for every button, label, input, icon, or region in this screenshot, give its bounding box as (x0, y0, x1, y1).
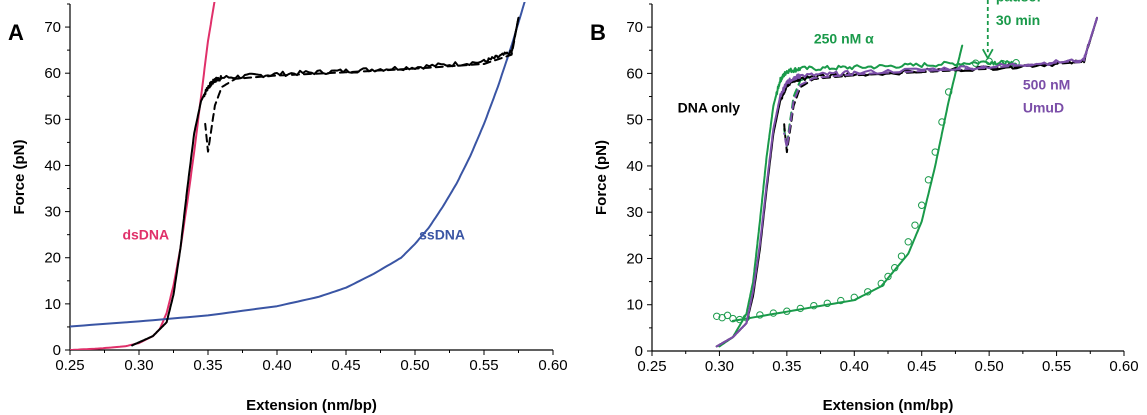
p2-series-4-line (715, 16, 1098, 348)
p2-series-3-point (931, 148, 939, 156)
p2-annotation-4: UmuD (1023, 100, 1064, 116)
p2-annotation-0: 250 nM α (814, 30, 874, 46)
p2-series-3-point (783, 307, 791, 315)
p2-series-3-point (877, 279, 885, 288)
p2-series-3-point (918, 201, 926, 209)
p2-series-3-point (891, 264, 899, 272)
p2-series-3-point (850, 293, 858, 302)
p2-series-3-point (971, 59, 980, 67)
p1-series-0-line (70, 2, 216, 350)
p1-x-tick-label: 0.30 (124, 357, 153, 374)
p2-panel-label: B (590, 20, 606, 45)
p2-x-tick-label: 0.60 (1109, 358, 1138, 375)
p2-x-tick-label: 0.35 (772, 358, 801, 375)
p2-series-3-point (911, 221, 919, 229)
p2-series-3-point (944, 88, 953, 96)
p2-series-3-point (756, 311, 764, 319)
p1-y-tick-label: 30 (44, 204, 61, 221)
p2-series-3-point (796, 304, 805, 313)
p1-annotation-1: ssDNA (419, 226, 465, 242)
p2-series-3-point (884, 272, 892, 281)
p2-annotation-5: DNA only (678, 100, 741, 116)
p1-y-tick-label: 40 (44, 157, 61, 174)
p2-series-3-point (938, 118, 946, 126)
p2-annotation-1: pause: (996, 0, 1041, 5)
p1-y-tick-label: 50 (44, 111, 61, 128)
p2-y-tick-label: 0 (635, 343, 643, 360)
p2-series-3-point (735, 315, 744, 324)
p2-series-3-point (897, 252, 906, 260)
p1-x-tick-label: 0.55 (469, 357, 498, 374)
p2-x-tick-label: 0.55 (1042, 358, 1071, 375)
p1-x-tick-label: 0.40 (262, 357, 291, 374)
p2-pause-arrow-head (982, 48, 994, 60)
p1-y-tick-label: 0 (53, 342, 61, 359)
p1-x-tick-label: 0.45 (331, 357, 360, 374)
p1-x-tick-label: 0.60 (538, 357, 567, 374)
p1-panel-label: A (8, 20, 24, 45)
p1-annotation-0: dsDNA (122, 226, 169, 242)
p2-x-axis-label: Extension (nm/bp) (823, 397, 954, 414)
p2-x-tick-label: 0.25 (637, 358, 666, 375)
p2-series-3-point (985, 57, 993, 66)
p2-y-tick-label: 70 (626, 19, 643, 36)
p1-x-axis-label: Extension (nm/bp) (246, 397, 377, 414)
p1-y-tick-label: 10 (44, 296, 61, 313)
p2-y-tick-label: 20 (626, 250, 643, 267)
p2-series-3-point (723, 311, 732, 320)
p2-series-3-point (823, 299, 832, 308)
p1-y-tick-label: 70 (44, 19, 61, 36)
p2-series-2-line (731, 44, 964, 322)
p2-series-6-line (715, 16, 1098, 348)
p2-series-3-point (810, 301, 818, 310)
p2-series-3-point (864, 288, 872, 296)
p2-series-3-point (924, 176, 933, 184)
p2-y-tick-label: 10 (626, 297, 643, 314)
p2-x-tick-label: 0.30 (705, 358, 734, 375)
p2-x-tick-label: 0.40 (840, 358, 869, 375)
p1-y-axis-label: Force (pN) (11, 139, 28, 214)
p1-x-tick-label: 0.50 (400, 357, 429, 374)
p1-y-tick-label: 60 (44, 65, 61, 82)
p2-x-tick-label: 0.50 (975, 358, 1004, 375)
p2-annotation-2: 30 min (996, 12, 1040, 28)
p2-series-3-point (904, 238, 912, 246)
p2-series-3-point (769, 309, 778, 317)
p2-y-tick-label: 30 (626, 204, 643, 221)
p1-x-tick-label: 0.35 (193, 357, 222, 374)
p2-series-3-point (837, 296, 845, 305)
p2-y-axis-label: Force (pN) (593, 140, 610, 215)
p2-x-tick-label: 0.45 (907, 358, 936, 375)
p2-series-3-point (713, 312, 721, 320)
p1-y-tick-label: 20 (44, 250, 61, 267)
p2-y-tick-label: 60 (626, 65, 643, 82)
p1-series-2-line (131, 16, 520, 347)
p2-annotation-3: 500 nM (1023, 77, 1070, 93)
p2-series-0-line (718, 59, 1018, 348)
p1-series-1-line (70, 2, 526, 328)
p2-series-7-line (783, 16, 1098, 149)
p1-x-tick-label: 0.25 (55, 357, 84, 374)
p1-series-3-line (204, 16, 520, 153)
p2-y-tick-label: 40 (626, 158, 643, 175)
p2-y-tick-label: 50 (626, 112, 643, 129)
panel-a: 0.25 0.30 0.35 0.40 0.45 0.50 0.55 0.60 0 10 20 30 4… (8, 2, 568, 414)
panel-b: 0.25 0.30 0.35 0.40 0.45 0.50 0.55 0.60 0 10 20 30 4… (590, 0, 1139, 414)
